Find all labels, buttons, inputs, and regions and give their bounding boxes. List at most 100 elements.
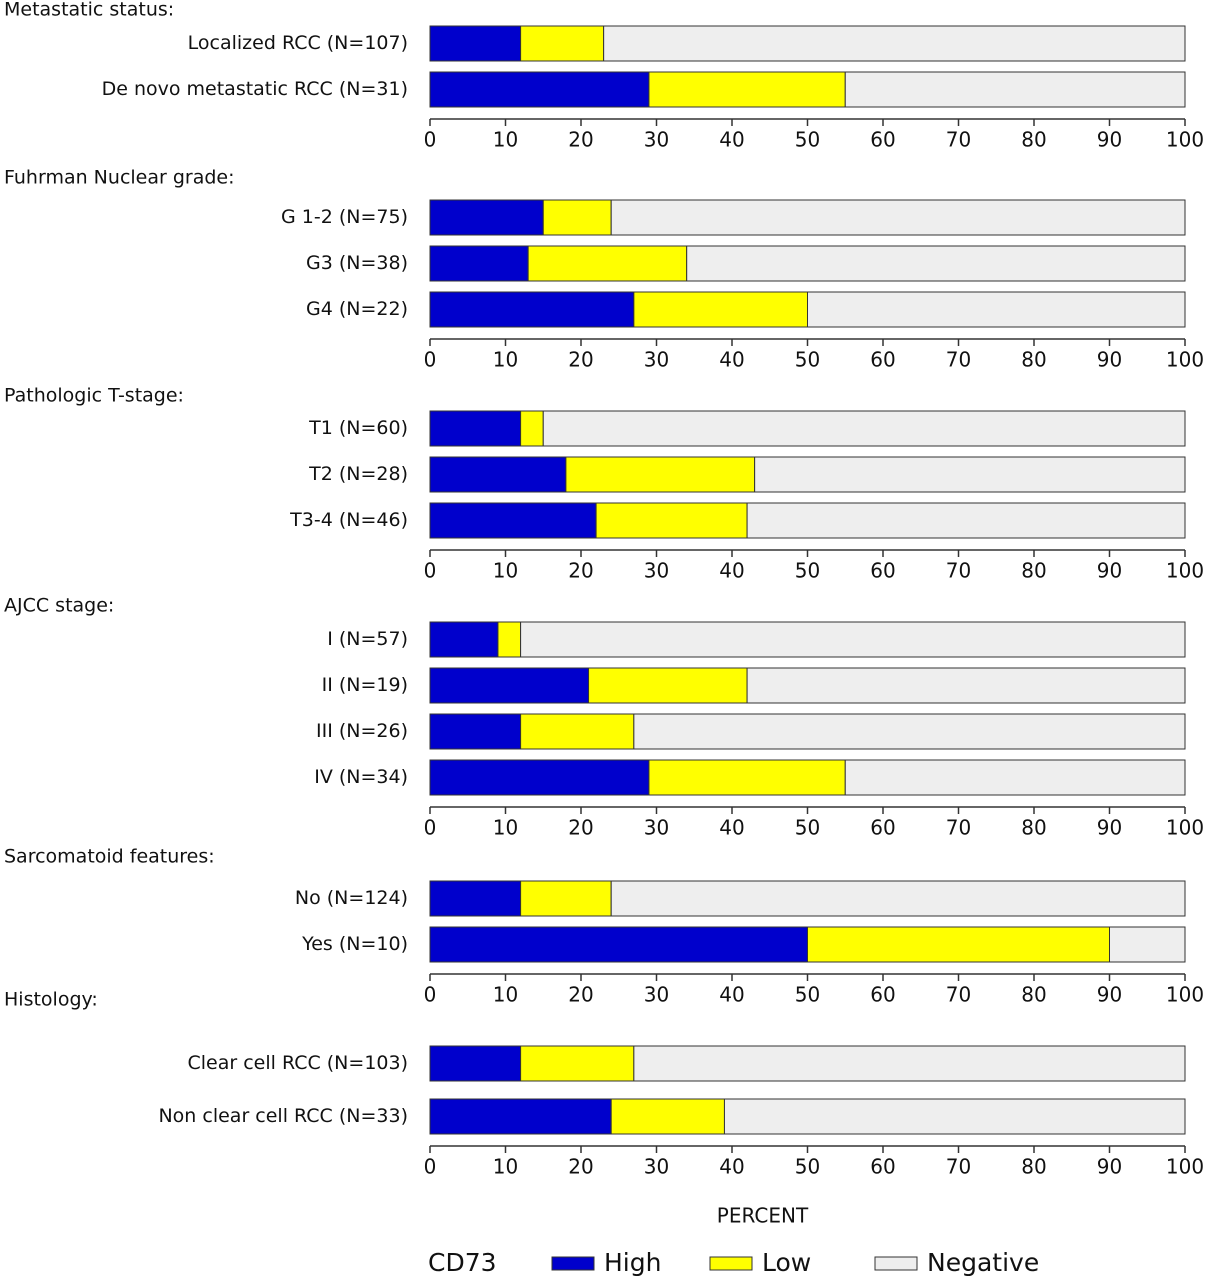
x-tick-label: 70	[946, 816, 971, 840]
bar-segment	[429, 880, 522, 917]
x-tick-label: 10	[493, 983, 518, 1007]
x-tick-label: 50	[795, 559, 820, 583]
legend-label: High	[604, 1248, 661, 1277]
x-tick-label: 20	[568, 816, 593, 840]
bar-segment	[610, 199, 1186, 236]
x-tick-label: 80	[1021, 559, 1046, 583]
category-label: De novo metastatic RCC (N=31)	[102, 78, 408, 100]
x-tick-label: 20	[568, 128, 593, 152]
x-axis-label: PERCENT	[717, 1204, 809, 1228]
x-tick-label: 0	[424, 816, 437, 840]
x-tick-label: 90	[1097, 128, 1122, 152]
category-label: III (N=26)	[316, 720, 408, 742]
bar-segment	[429, 667, 590, 704]
bar-segment	[429, 71, 650, 108]
bar-segment	[633, 291, 808, 328]
bar-segment	[686, 245, 1186, 282]
bar-segment	[754, 456, 1186, 493]
x-tick-label: 40	[719, 983, 744, 1007]
x-tick-label: 30	[644, 348, 669, 372]
x-tick-label: 60	[870, 983, 895, 1007]
x-tick-label: 40	[719, 816, 744, 840]
panel-title: Histology:	[4, 989, 98, 1011]
bar-segment	[648, 759, 846, 796]
x-tick-label: 100	[1166, 348, 1204, 372]
legend-swatch	[709, 1256, 753, 1271]
category-label: T2 (N=28)	[308, 463, 408, 485]
x-tick-label: 50	[795, 348, 820, 372]
x-tick-label: 60	[870, 348, 895, 372]
panel-title: Metastatic status:	[4, 0, 174, 21]
x-tick-label: 80	[1021, 983, 1046, 1007]
x-tick-label: 0	[424, 983, 437, 1007]
x-tick-label: 60	[870, 1155, 895, 1179]
bar-segment	[429, 926, 808, 963]
x-tick-label: 10	[493, 348, 518, 372]
category-label: II (N=19)	[322, 674, 408, 696]
x-tick-label: 20	[568, 348, 593, 372]
x-tick-label: 90	[1097, 816, 1122, 840]
category-label: Localized RCC (N=107)	[188, 32, 408, 54]
category-label: T1 (N=60)	[308, 417, 408, 439]
x-tick-label: 70	[946, 559, 971, 583]
panel-title: Sarcomatoid features:	[4, 846, 215, 868]
legend-swatch	[551, 1256, 595, 1271]
category-label: Yes (N=10)	[301, 933, 408, 955]
x-tick-label: 10	[493, 559, 518, 583]
x-tick-label: 100	[1166, 983, 1204, 1007]
x-tick-label: 50	[795, 816, 820, 840]
x-tick-label: 30	[644, 128, 669, 152]
x-tick-label: 90	[1097, 1155, 1122, 1179]
bar-segment	[746, 502, 1186, 539]
bar-segment	[429, 245, 529, 282]
panel-title: Fuhrman Nuclear grade:	[4, 167, 235, 189]
bar-segment	[610, 880, 1186, 917]
x-tick-label: 30	[644, 559, 669, 583]
x-tick-label: 80	[1021, 1155, 1046, 1179]
bar-segment	[565, 456, 756, 493]
bar-segment	[520, 1045, 635, 1082]
bar-segment	[429, 199, 544, 236]
x-tick-label: 90	[1097, 348, 1122, 372]
bar-segment	[520, 410, 544, 447]
x-tick-label: 90	[1097, 983, 1122, 1007]
x-tick-label: 30	[644, 816, 669, 840]
bar-segment	[648, 71, 846, 108]
category-label: Clear cell RCC (N=103)	[187, 1052, 408, 1074]
bar-segment	[520, 621, 1186, 658]
bar-segment	[497, 621, 522, 658]
x-tick-label: 70	[946, 348, 971, 372]
bar-segment	[844, 759, 1186, 796]
bar-segment	[520, 880, 612, 917]
panel-title: AJCC stage:	[4, 595, 114, 617]
x-tick-label: 50	[795, 128, 820, 152]
bar-segment	[429, 1045, 522, 1082]
x-tick-label: 70	[946, 1155, 971, 1179]
x-tick-label: 20	[568, 983, 593, 1007]
bar-segment	[610, 1098, 725, 1135]
category-label: G 1-2 (N=75)	[281, 206, 408, 228]
bar-segment	[429, 1098, 612, 1135]
bar-segment	[520, 25, 605, 62]
category-label: Non clear cell RCC (N=33)	[158, 1105, 408, 1127]
bar-segment	[429, 25, 522, 62]
x-tick-label: 0	[424, 128, 437, 152]
x-tick-label: 80	[1021, 348, 1046, 372]
bar-segment	[595, 502, 748, 539]
bar-segment	[588, 667, 748, 704]
bar-segment	[1109, 926, 1186, 963]
x-tick-label: 50	[795, 1155, 820, 1179]
bar-segment	[429, 410, 522, 447]
bar-segment	[844, 71, 1186, 108]
bar-segment	[527, 245, 688, 282]
category-label: G4 (N=22)	[306, 298, 408, 320]
bar-segment	[542, 199, 612, 236]
category-label: T3-4 (N=46)	[289, 509, 408, 531]
x-tick-label: 10	[493, 816, 518, 840]
bar-segment	[807, 291, 1186, 328]
bar-segment	[429, 456, 567, 493]
x-tick-label: 80	[1021, 816, 1046, 840]
category-label: No (N=124)	[295, 887, 408, 909]
category-label: IV (N=34)	[314, 766, 408, 788]
bar-segment	[520, 713, 635, 750]
